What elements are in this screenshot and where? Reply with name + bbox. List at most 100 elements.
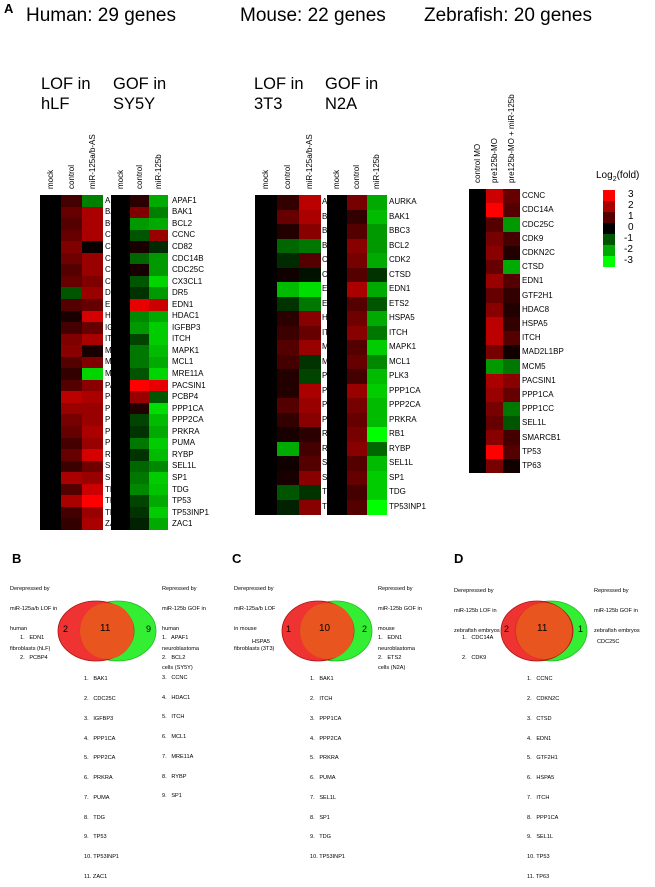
- heatmap-cell: [327, 383, 347, 399]
- heatmap-row-label: BAK1: [172, 207, 193, 217]
- heatmap-cell: [111, 264, 130, 277]
- heatmap-cell: [486, 245, 503, 261]
- venn-c-right-list-item: 2. ETS2: [378, 654, 402, 661]
- heatmap-row-label: ITCH: [172, 334, 191, 344]
- heatmap-cell: [469, 416, 486, 431]
- venn-c-overlap-list-item: 2. ITCH: [310, 695, 333, 702]
- venn-b-overlap-list-item: 8. TDG: [84, 814, 106, 821]
- heatmap-cell: [40, 368, 61, 381]
- heatmap-row-label: SEL1L: [172, 461, 197, 471]
- venn-c-right-desc-line: mouse: [378, 625, 395, 632]
- heatmap-cell: [367, 470, 387, 486]
- zebrafish-title: Zebrafish: 20 genes: [424, 5, 592, 26]
- heatmap-cell: [367, 195, 387, 210]
- heatmap-cell: [299, 325, 321, 341]
- heatmap-cell: [61, 437, 82, 450]
- heatmap-cell: [111, 437, 130, 450]
- venn-b-right-desc-line: Repressed by: [162, 586, 197, 593]
- heatmap-cell: [367, 253, 387, 268]
- heatmap-cell: [111, 195, 130, 208]
- heatmap-cell: [367, 340, 387, 355]
- heatmap-cell: [111, 241, 130, 254]
- venn-c-right-desc-line: miR-125b GOF in: [378, 605, 422, 612]
- heatmap-cell: [503, 444, 520, 460]
- venn-c-overlap-list-item: 10. TP53INP1: [310, 854, 346, 861]
- heatmap-cell: [503, 387, 520, 403]
- heatmap-cell: [327, 412, 347, 428]
- heatmap-cell: [82, 402, 103, 415]
- heatmap-cell: [277, 311, 299, 326]
- heatmap-cell: [347, 485, 367, 500]
- heatmap-cell: [40, 391, 61, 404]
- heatmap-column-label: mock: [261, 169, 270, 189]
- heatmap-cell: [149, 275, 168, 288]
- heatmap-cell: [469, 345, 486, 360]
- heatmap-row-label: TDG: [172, 484, 189, 494]
- legend-swatch: [603, 234, 615, 245]
- heatmap-row-label: CCNC: [522, 191, 546, 201]
- heatmap-cell: [111, 206, 130, 219]
- heatmap-row-label: BCL2: [389, 240, 410, 250]
- venn-b-left-desc: Derepressed by miR-125a/b LOF in human f…: [10, 573, 57, 659]
- heatmap-cell: [130, 368, 149, 381]
- legend-title: Log2(fold): [596, 170, 639, 183]
- legend-tick-label: 3: [628, 189, 634, 200]
- mouse-lof-title-line1: LOF in: [254, 75, 304, 93]
- heatmap-cell: [367, 427, 387, 442]
- heatmap-cell: [130, 437, 149, 450]
- heatmap-cell: [61, 391, 82, 404]
- heatmap-cell: [469, 359, 486, 375]
- venn-b-left-list: 1. EDN1 2. PCBP4: [20, 622, 48, 668]
- legend-tick-label: -3: [624, 255, 633, 266]
- mouse-gof-title-line1: GOF in: [325, 75, 379, 93]
- human-lof-title-line1: LOF in: [41, 75, 91, 93]
- venn-c-left-list-item: HSPA5: [252, 639, 270, 646]
- legend-swatch: [603, 190, 615, 201]
- heatmap-cell: [130, 322, 149, 335]
- legend-tick-label: 2: [628, 200, 634, 211]
- heatmap-cell: [40, 229, 61, 242]
- heatmap-cell: [299, 398, 321, 413]
- heatmap-cell: [61, 379, 82, 392]
- venn-c-overlap-list-item: 9. TDG: [310, 834, 332, 841]
- heatmap-cell: [503, 345, 520, 360]
- heatmap-cell: [40, 310, 61, 323]
- heatmap-cell: [367, 354, 387, 370]
- heatmap-cell: [149, 414, 168, 427]
- venn-d-left-list-item: 2. CDK9: [462, 654, 487, 661]
- heatmap-cell: [130, 402, 149, 415]
- heatmap-cell: [82, 298, 103, 311]
- heatmap-cell: [61, 368, 82, 381]
- heatmap-cell: [367, 398, 387, 413]
- heatmap-cell: [277, 383, 299, 399]
- heatmap-cell: [347, 224, 367, 239]
- heatmap-cell: [299, 499, 321, 515]
- heatmap-cell: [367, 325, 387, 341]
- heatmap-cell: [40, 437, 61, 450]
- heatmap-cell: [299, 311, 321, 326]
- venn-b-overlap-list-item: 2. CDC25C: [84, 695, 116, 702]
- venn-d-left-list-item: 1. CDC14A: [462, 635, 494, 642]
- venn-c-right-desc: Repressed by miR-125b GOF in mouse neuro…: [378, 573, 422, 679]
- legend-title-text: Log: [596, 170, 613, 181]
- heatmap-cell: [327, 354, 347, 370]
- heatmap-cell: [327, 209, 347, 225]
- heatmap-cell: [149, 241, 168, 254]
- heatmap-cell: [40, 379, 61, 392]
- heatmap-cell: [149, 252, 168, 265]
- venn-b-right-desc-line: cells (SY5Y): [162, 665, 193, 672]
- mouse-title: Mouse: 22 genes: [240, 5, 386, 26]
- heatmap-cell: [327, 282, 347, 297]
- heatmap-cell: [130, 229, 149, 242]
- heatmap-row-label: HSPA5: [389, 313, 415, 323]
- heatmap-cell: [255, 427, 277, 442]
- heatmap-cell: [347, 470, 367, 486]
- heatmap-cell: [61, 298, 82, 311]
- heatmap-cell: [82, 495, 103, 508]
- heatmap-cell: [82, 322, 103, 335]
- mouse-lof-title: LOF in 3T3: [254, 74, 304, 114]
- heatmap-cell: [503, 430, 520, 446]
- heatmap-cell: [40, 206, 61, 219]
- heatmap-cell: [347, 311, 367, 326]
- heatmap-cell: [469, 245, 486, 261]
